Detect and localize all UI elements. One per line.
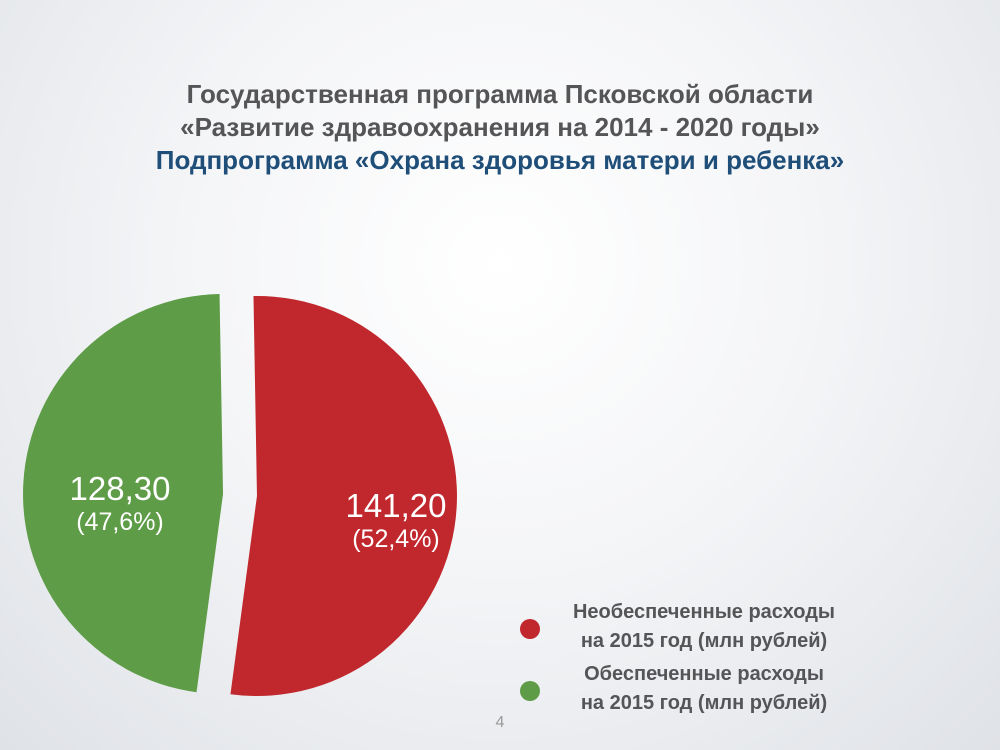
- title-line-1: Государственная программа Псковской обла…: [186, 79, 814, 109]
- pie-slice-funded: [23, 294, 224, 693]
- chart-legend: Необеспеченные расходы на 2015 год (млн …: [520, 598, 880, 722]
- legend-label-funded-line2: на 2015 год (млн рублей): [580, 692, 828, 714]
- slice-label-funded: 128,30 (47,6%): [52, 471, 188, 537]
- slice-value-funded: 128,30: [69, 470, 171, 507]
- page-number: 4: [495, 714, 505, 731]
- legend-item-unfunded: Необеспеченные расходы на 2015 год (млн …: [520, 598, 880, 660]
- legend-swatch-funded: [520, 681, 540, 701]
- slice-percent-funded: (47,6%): [76, 508, 164, 536]
- legend-label-unfunded-line1: Необеспеченные расходы: [572, 601, 836, 623]
- legend-label-unfunded-line2: на 2015 год (млн рублей): [580, 630, 828, 652]
- title-line-2: «Развитие здравоохранения на 2014 - 2020…: [180, 112, 820, 142]
- slice-percent-unfunded: (52,4%): [352, 525, 440, 553]
- slice-label-unfunded: 141,20 (52,4%): [326, 488, 466, 554]
- legend-swatch-unfunded: [520, 619, 540, 639]
- slice-value-unfunded: 141,20: [345, 487, 447, 524]
- legend-item-funded: Обеспеченные расходы на 2015 год (млн ру…: [520, 660, 880, 722]
- legend-label-unfunded: Необеспеченные расходы на 2015 год (млн …: [554, 598, 854, 656]
- subtitle: Подпрограмма «Охрана здоровья матери и р…: [155, 145, 845, 175]
- pie-slice-unfunded: [230, 295, 457, 696]
- slide-title: Государственная программа Псковской обла…: [0, 78, 1000, 177]
- legend-label-funded-line1: Обеспеченные расходы: [584, 663, 824, 685]
- legend-label-funded: Обеспеченные расходы на 2015 год (млн ру…: [554, 660, 854, 718]
